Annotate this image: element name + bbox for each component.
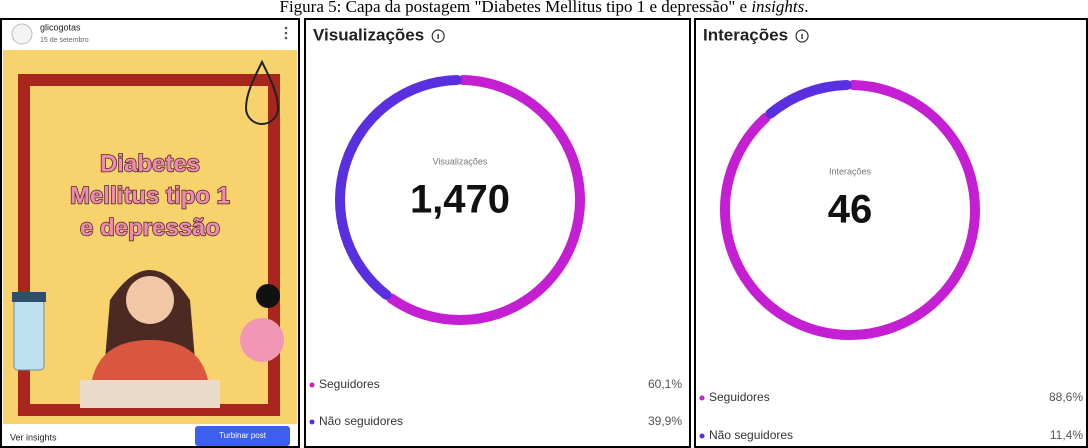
- caption-text: Figura 5: Capa da postagem "Diabetes Mel…: [280, 0, 752, 16]
- post-title-line: Mellitus tipo 1: [70, 182, 230, 209]
- insights-link[interactable]: Ver insights: [10, 432, 57, 442]
- post-title-line: Diabetes: [100, 150, 200, 177]
- illustration: [12, 270, 284, 408]
- donut-segment: [720, 80, 980, 340]
- avatar[interactable]: [11, 23, 33, 45]
- center-label: Visualizações: [433, 156, 488, 166]
- legend-value: 88,6%: [1049, 390, 1083, 404]
- legend-label: Seguidores: [319, 377, 380, 391]
- legend-dot: [699, 433, 705, 439]
- legend-value: 60,1%: [648, 377, 682, 391]
- menu-dots[interactable]: [284, 26, 288, 40]
- panel-title: Visualizações: [313, 25, 424, 44]
- panel-title: Interações: [703, 25, 788, 44]
- drop-icon: [244, 59, 280, 125]
- legend-value: 11,4%: [1050, 428, 1083, 442]
- username[interactable]: glicogotas: [40, 22, 81, 32]
- caption-emphasis: insights: [751, 0, 804, 16]
- donut-segment: [386, 75, 585, 325]
- caption: Figura 5: Capa da postagem "Diabetes Mel…: [280, 0, 809, 16]
- info-icon: [431, 29, 445, 43]
- caption-end: .: [804, 0, 808, 16]
- legend-value: 39,9%: [648, 414, 682, 428]
- total-value: 1,470: [410, 178, 510, 222]
- donut-segment: [335, 75, 462, 300]
- red-frame: [18, 74, 280, 416]
- legend-label: Não seguidores: [709, 428, 793, 442]
- legend-label: Seguidores: [709, 390, 770, 404]
- boost-button[interactable]: [195, 426, 290, 446]
- center-label: Interações: [829, 166, 872, 176]
- legend-dot: [309, 419, 315, 425]
- post-panel: glicogotas 15 de setembro Diabetes Mellit…: [0, 18, 300, 448]
- post-title: Diabetes Mellitus tipo 1 e depressão: [69, 150, 231, 243]
- legend-dot: [699, 395, 705, 401]
- boost-button-label[interactable]: Turbinar post: [219, 431, 267, 440]
- legend-label: Não seguidores: [319, 414, 403, 428]
- post-title-line: e depressão: [80, 214, 220, 241]
- post-date: 15 de setembro: [40, 37, 89, 44]
- info-icon: [795, 29, 809, 43]
- legend-dot: [309, 382, 315, 388]
- panel-frame: [694, 18, 1088, 448]
- donut-segment: [765, 80, 852, 119]
- total-value: 46: [828, 188, 873, 232]
